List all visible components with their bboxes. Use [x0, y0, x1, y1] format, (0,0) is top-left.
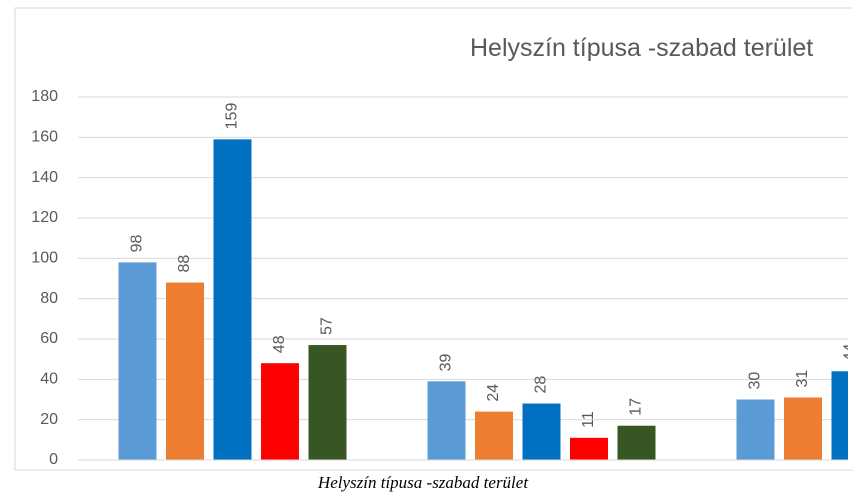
y-tick-label: 120 [31, 209, 58, 226]
caption: Helyszín típusa -szabad terület [317, 473, 529, 492]
y-tick-label: 100 [31, 250, 58, 267]
bar [475, 412, 513, 460]
data-label: 30 [747, 372, 764, 390]
data-label: 28 [533, 376, 550, 394]
bar [428, 381, 466, 460]
y-tick-label: 60 [40, 330, 58, 347]
data-label: 48 [271, 335, 288, 353]
bar [166, 283, 204, 460]
bar [570, 438, 608, 460]
y-tick-label: 40 [40, 371, 58, 388]
data-label: 24 [485, 384, 502, 402]
data-label: 11 [580, 411, 597, 428]
y-tick-label: 20 [40, 411, 58, 428]
y-tick-label: 180 [31, 88, 58, 105]
bar [119, 262, 157, 460]
y-tick-label: 0 [49, 451, 58, 468]
data-label: 31 [794, 370, 811, 388]
bar [737, 400, 775, 461]
bar [261, 363, 299, 460]
data-label: 98 [129, 234, 146, 252]
data-label: 57 [319, 317, 336, 335]
bar [523, 404, 561, 460]
data-label: 39 [438, 353, 455, 371]
y-tick-label: 80 [40, 290, 58, 307]
bar [832, 371, 853, 460]
plot: Helyszín típusa -szabad terület 98 88 159 4… [78, 34, 853, 460]
data-label: 17 [628, 398, 645, 416]
data-label: 159 [224, 103, 241, 130]
bar [618, 426, 656, 460]
y-tick-label: 140 [31, 169, 58, 186]
bar [784, 397, 822, 460]
chart-title: Helyszín típusa -szabad terület [470, 34, 813, 62]
bar [214, 139, 252, 460]
data-label: 88 [176, 255, 193, 273]
bar [309, 345, 347, 460]
data-label: 44 [842, 343, 853, 361]
y-tick-label: 160 [31, 129, 58, 146]
